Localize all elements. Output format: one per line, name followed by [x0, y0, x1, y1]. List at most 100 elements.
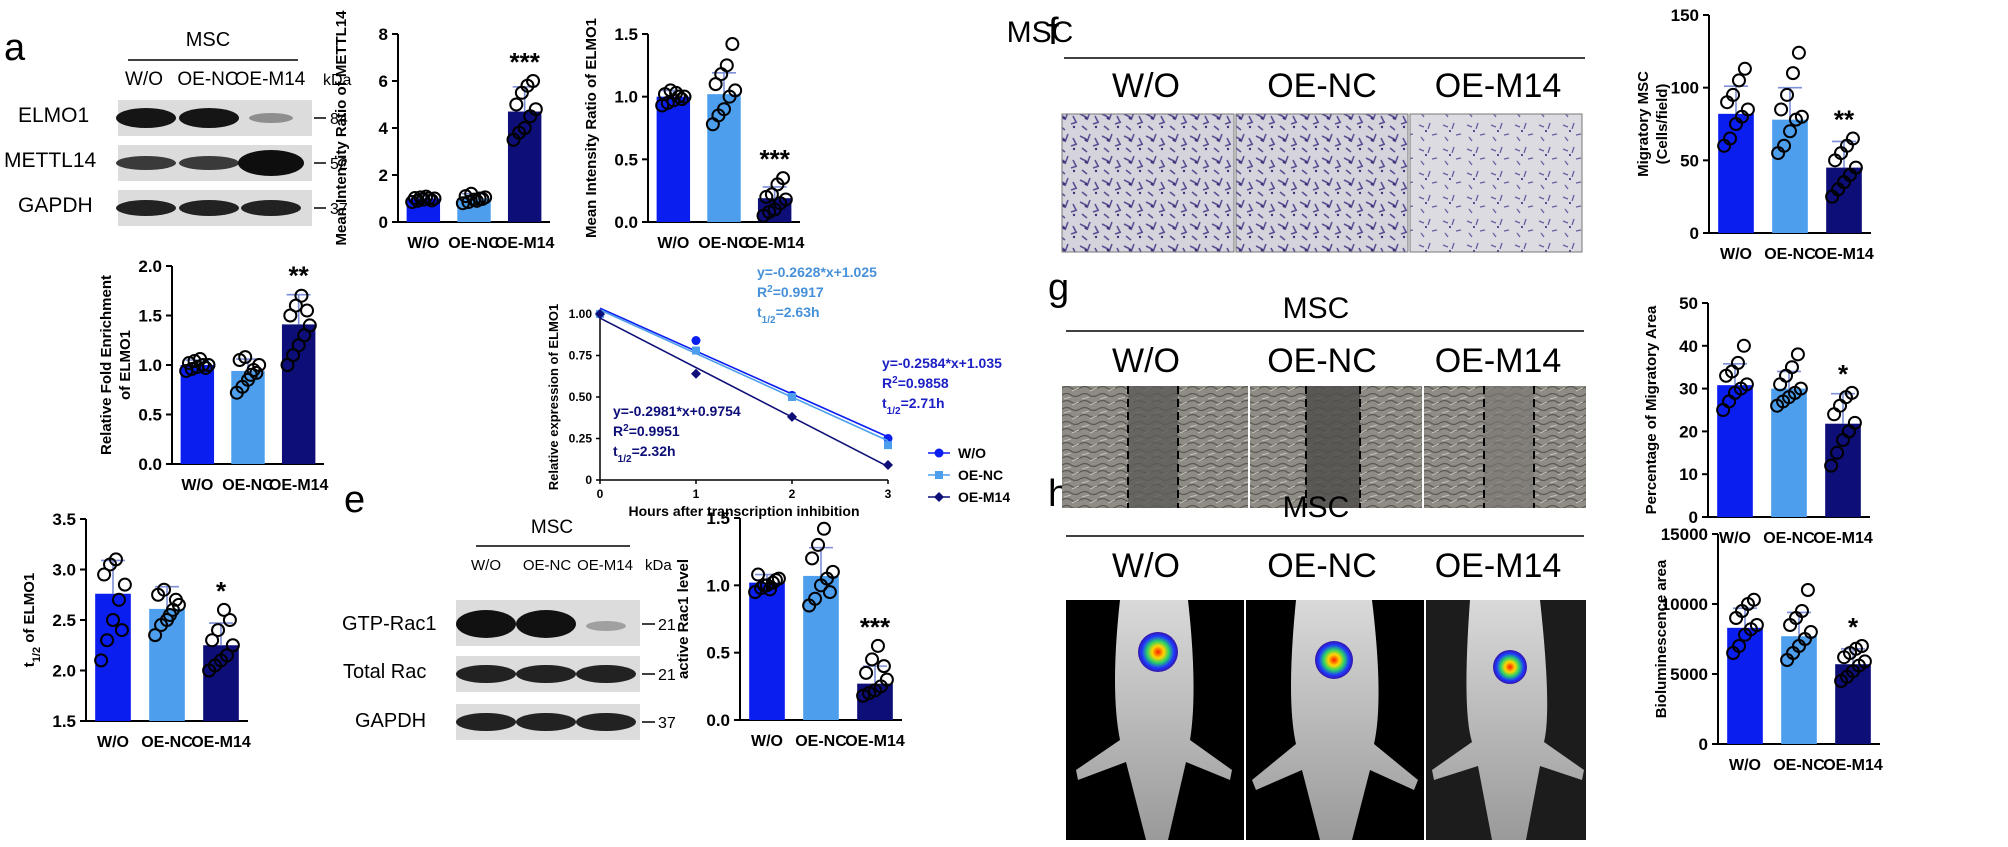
blot-e-row-1-kda: 21 [658, 617, 676, 634]
x-tick-label: OE-M14 [269, 477, 329, 494]
bar-oenc [1772, 119, 1808, 233]
data-point [778, 192, 793, 207]
fit-line-0 [599, 307, 889, 438]
x-tick-label: W/O [1719, 530, 1751, 547]
data-point [1854, 639, 1869, 653]
data-point [94, 653, 109, 668]
bar-wo [1718, 113, 1754, 233]
data-point [249, 365, 264, 380]
data-point [768, 572, 783, 587]
significance-marker: *** [759, 144, 790, 174]
y-tick-label: 1.5 [52, 712, 76, 731]
y-tick-label: 0.25 [569, 432, 593, 446]
y-tick-label: 0.0 [614, 213, 638, 232]
y-tick-label: 3.5 [52, 510, 76, 529]
data-point [776, 171, 791, 186]
half-life-0: t1/2=2.71h [882, 395, 945, 417]
y-tick-label: 0 [1689, 508, 1698, 527]
blot-e-row-2-kda: 21 [658, 667, 676, 684]
data-point [674, 92, 689, 107]
y-tick-label: 0 [379, 213, 388, 232]
data-point [1803, 625, 1818, 639]
half-life-1: t1/2=2.63h [757, 304, 820, 326]
x-tick-label: W/O [1720, 246, 1752, 263]
data-point [816, 521, 831, 536]
data-point [1749, 618, 1764, 632]
point-2 [595, 309, 605, 319]
y-axis-label: Relative expression of ELMO1 [546, 304, 561, 490]
data-point [879, 672, 894, 687]
equation-0: y=-0.2584*x+1.035 [882, 355, 1002, 371]
data-point [1844, 385, 1859, 400]
y-tick-label: 1.0 [138, 356, 162, 375]
f-condition-3: OE-M14 [1435, 67, 1562, 105]
x-tick-label: OE-M14 [1814, 246, 1874, 263]
data-point [111, 592, 126, 607]
r-squared-2: R2=0.9951 [613, 423, 680, 440]
f-image-wo [1061, 113, 1235, 253]
data-point [526, 74, 541, 88]
data-point [1731, 73, 1746, 88]
legend-label-2: OE-M14 [958, 489, 1010, 505]
bar-oem14 [1825, 423, 1861, 517]
chart-a1: 0 2 4 6 8 Mean Intensity Ratio of METTL14 W/O O… [333, 10, 555, 252]
bar-oem14 [507, 111, 542, 222]
y-tick-label: 30 [1679, 380, 1698, 399]
legend-marker-1 [935, 471, 943, 479]
significance-marker: *** [860, 612, 891, 642]
f-condition-2: OE-NC [1267, 67, 1377, 105]
data-point [822, 585, 837, 600]
data-point [1845, 131, 1860, 146]
blot-a-title: MSC [186, 29, 230, 51]
y-tick-label: 50 [1679, 294, 1698, 313]
data-point [162, 607, 177, 622]
point-1 [788, 393, 796, 401]
x-tick-label: OE-NC [222, 477, 274, 494]
data-point [114, 623, 129, 638]
y-axis-label: t1/2 of ELMO1 [21, 573, 43, 667]
data-point [870, 638, 885, 653]
data-point [1848, 160, 1863, 175]
r-squared-0: R2=0.9858 [882, 375, 949, 392]
y-tick-label: 0.50 [569, 390, 593, 404]
blot-e-row-1-label: GTP-Rac1 [342, 613, 436, 635]
data-point [517, 121, 532, 135]
y-tick-label: 2 [379, 166, 388, 185]
g-condition-3: OE-M14 [1435, 342, 1562, 380]
point-2 [787, 411, 797, 422]
x-tick-label: W/O [657, 235, 689, 252]
equation-2: y=-0.2981*x+0.9754 [613, 403, 741, 419]
blot-a-row-2-label: METTL14 [4, 149, 97, 172]
g-condition-1: W/O [1112, 342, 1180, 380]
x-tick-label: OE-M14 [1813, 530, 1873, 547]
bar-wo [749, 582, 785, 720]
y-tick-label: 50 [1680, 151, 1699, 170]
y-tick-label: 5000 [1670, 665, 1708, 684]
data-point [1785, 66, 1800, 81]
f-image-oenc [1235, 113, 1409, 253]
y-tick-label: 0.5 [706, 644, 730, 663]
x-tick-label: OE-NC [1763, 530, 1815, 547]
data-point [1847, 415, 1862, 430]
data-point [811, 537, 826, 552]
point-0 [691, 336, 701, 346]
y-tick-label: 1.5 [614, 25, 638, 44]
blot-e-lane-1: W/O [471, 557, 501, 574]
y-tick-label: 2.0 [138, 257, 162, 276]
data-point [1790, 347, 1805, 362]
half-life-2: t1/2=2.32h [613, 443, 676, 465]
data-point [1794, 604, 1809, 618]
data-point [1833, 398, 1848, 413]
y-tick-label: 2.0 [52, 662, 76, 681]
x-tick-label: OE-NC [1773, 757, 1825, 774]
x-tick-label: OE-NC [795, 733, 847, 750]
blot-e-row-2-label: Total Rac [343, 661, 426, 683]
y-tick-label: 0.75 [569, 349, 593, 363]
bioluminescence-images-h: MSC W/O OE-NC OE-M14 [1066, 491, 1586, 840]
bar-oenc [1771, 388, 1807, 517]
blot-a-lane-1: W/O [125, 69, 163, 90]
x-tick-label: W/O [1729, 757, 1761, 774]
y-tick-label: 0 [585, 473, 592, 487]
